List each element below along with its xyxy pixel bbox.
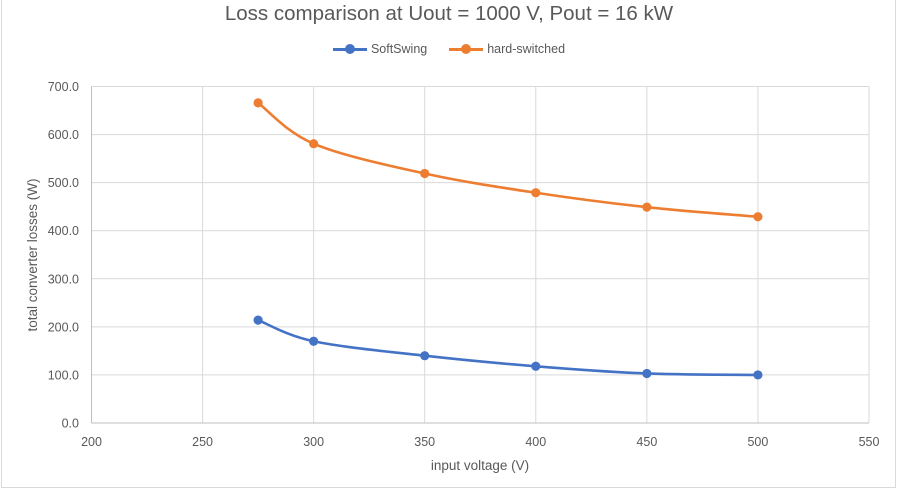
x-tick-label: 200 — [81, 435, 102, 449]
legend: SoftSwing hard-switched — [0, 42, 898, 56]
legend-marker-softswing — [332, 44, 367, 54]
data-point-softswing — [420, 351, 430, 361]
x-tick-label: 300 — [303, 435, 324, 449]
axes — [91, 86, 869, 424]
x-tick-label: 250 — [192, 435, 213, 449]
y-tick-label: 500.0 — [48, 176, 79, 190]
tick-labels: 0.0 100.0 200.0 300.0 400.0 500.0 600.0 700.0 20… — [48, 80, 880, 449]
x-tick-label: 450 — [636, 435, 657, 449]
gridlines — [91, 86, 870, 423]
chart-title: Loss comparison at Uout = 1000 V, Pout =… — [224, 2, 674, 25]
legend-item-softswing: SoftSwing — [332, 42, 428, 56]
series-line-hard-switched — [257, 101, 759, 219]
series-line-softswing — [257, 318, 758, 377]
data-point-hard-switched — [531, 188, 541, 198]
data-point-softswing — [753, 370, 763, 380]
y-tick-label: 0.0 — [62, 417, 79, 431]
data-point-softswing — [253, 315, 263, 325]
series-layer — [253, 98, 763, 380]
x-tick-label: 350 — [414, 435, 435, 449]
legend-item-hard-switched: hard-switched — [449, 42, 565, 56]
y-tick-label: 300.0 — [48, 272, 79, 286]
data-point-hard-switched — [753, 212, 763, 222]
y-tick-label: 400.0 — [48, 224, 79, 238]
data-point-hard-switched — [420, 168, 430, 179]
x-tick-label: 500 — [747, 435, 768, 449]
data-point-hard-switched — [309, 139, 319, 149]
legend-marker-hard-switched — [449, 44, 484, 54]
y-axis-label: total converter losses (W) — [25, 178, 40, 331]
y-tick-label: 200.0 — [48, 320, 79, 334]
data-point-softswing — [309, 336, 319, 346]
y-tick-label: 600.0 — [48, 128, 79, 142]
data-point-hard-switched — [642, 202, 652, 212]
data-point-softswing — [531, 361, 541, 371]
x-tick-label: 400 — [525, 435, 546, 449]
y-tick-label: 700.0 — [48, 80, 79, 94]
data-point-softswing — [642, 368, 652, 379]
x-axis-label: input voltage (V) — [431, 458, 529, 473]
legend-label-hard-switched: hard-switched — [487, 42, 566, 56]
y-tick-label: 100.0 — [48, 368, 79, 382]
x-tick-label: 550 — [859, 435, 880, 449]
legend-label-softswing: SoftSwing — [370, 42, 428, 56]
data-point-hard-switched — [253, 98, 263, 108]
